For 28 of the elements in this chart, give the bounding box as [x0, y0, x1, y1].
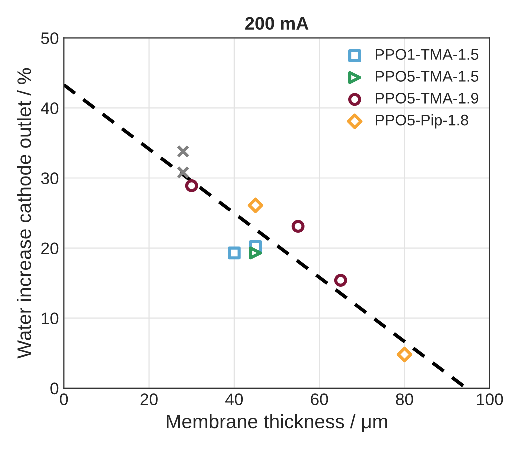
x-tick-label: 40 — [226, 394, 244, 406]
x-tick-label: 80 — [396, 394, 414, 406]
x-tick-label: 0 — [60, 394, 68, 406]
legend-label: PPO5-TMA-1.9 — [376, 93, 478, 104]
x-tick-label: 60 — [311, 394, 328, 406]
y-tick-label: 20 — [42, 242, 59, 254]
y-tick-label: 40 — [41, 102, 59, 114]
legend-label: PPO1-TMA-1.5 — [376, 49, 479, 60]
point — [334, 274, 348, 287]
legend-label: PPO5-Pip-1.8 — [376, 114, 468, 129]
y-tick-label: 30 — [41, 172, 59, 184]
x-tick-label: 20 — [140, 394, 158, 406]
point — [228, 246, 241, 260]
point — [176, 166, 190, 180]
y-axis-title: Water increase cathode outlet / % — [17, 68, 32, 359]
y-tick-label: 50 — [41, 32, 59, 44]
point — [176, 145, 190, 158]
x-axis-title: Membrane thickness / μm — [167, 414, 388, 432]
point — [397, 347, 412, 363]
point — [185, 180, 198, 192]
y-tick-label: 0 — [50, 382, 59, 395]
legend-label: PPO5-TMA-1.5 — [376, 71, 479, 82]
point — [248, 198, 264, 214]
point — [249, 246, 262, 260]
x-tick-label: 100 — [477, 394, 504, 406]
point — [292, 220, 305, 234]
y-tick-label: 10 — [42, 312, 59, 325]
chart-title: 200 mA — [246, 17, 309, 30]
